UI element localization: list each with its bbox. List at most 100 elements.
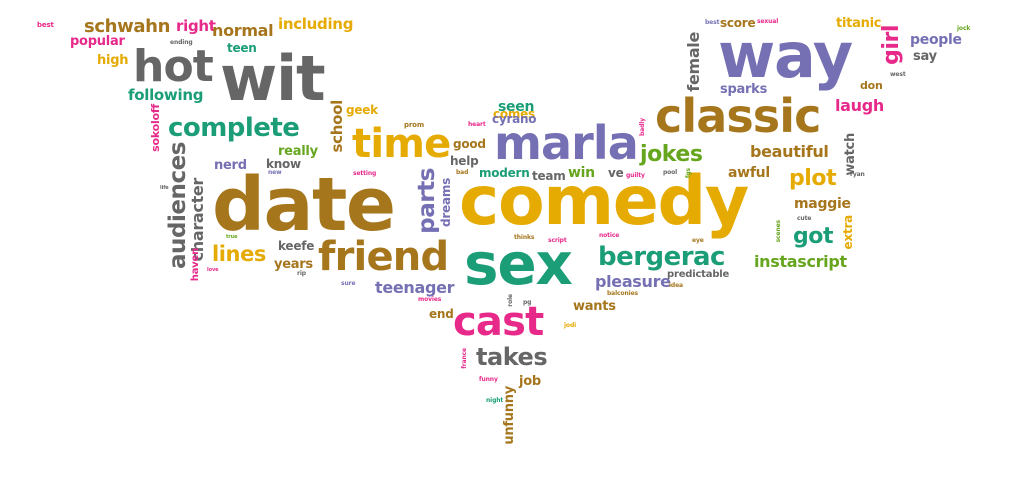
word-hot: hot — [133, 41, 214, 92]
word-parts: parts — [414, 168, 440, 234]
word-bad: bad — [456, 169, 469, 176]
word-sex: sex — [464, 230, 573, 298]
word-marla: marla — [494, 116, 639, 170]
word-comes: comes — [493, 107, 535, 121]
word-right: right — [176, 17, 216, 35]
word-modern: modern — [479, 166, 530, 180]
word-sparks: sparks — [720, 82, 768, 97]
word-job: job — [519, 374, 541, 389]
word-seen: seen — [498, 99, 535, 115]
word-following: following — [128, 86, 204, 104]
word-idea: idea — [669, 282, 683, 289]
word-girl: girl — [879, 25, 904, 65]
word-know: know — [266, 157, 301, 171]
word-new: new — [268, 169, 282, 176]
word-thinks: thinks — [514, 234, 535, 241]
word-best: best — [37, 21, 54, 29]
word-jock: jock — [957, 25, 971, 32]
word-date: date — [212, 162, 396, 248]
word-script: script — [548, 237, 567, 244]
word-life: life — [160, 185, 169, 191]
word-jodi: jodi — [564, 322, 577, 329]
word-say: say — [913, 49, 937, 64]
word-including: including — [278, 15, 354, 33]
word-love: love — [207, 267, 219, 273]
word-team: team — [532, 169, 566, 183]
word-west: west — [890, 71, 906, 78]
word-comedy: comedy — [459, 162, 749, 241]
word-watch: watch — [843, 133, 858, 176]
word-cute: cute — [797, 215, 812, 222]
word-by: best — [705, 19, 720, 26]
word-plot: plot — [789, 166, 837, 191]
word-geek: geek — [346, 103, 378, 117]
word-lines: lines — [212, 242, 266, 266]
word-rip: rip — [297, 270, 306, 277]
word-complete: complete — [168, 113, 300, 143]
word-nerd: nerd — [214, 158, 247, 173]
word-guilty: guilty — [626, 172, 645, 179]
word-female: female — [684, 32, 703, 92]
word-heart: heart — [468, 121, 486, 128]
word-maggie: maggie — [794, 196, 851, 212]
word-movies: movies — [418, 296, 442, 303]
word-wants: wants — [573, 299, 616, 314]
word-ve: ve — [608, 166, 624, 180]
word-unfunny: unfunny — [502, 386, 517, 445]
word-notice: notice — [599, 232, 620, 239]
word-good: good — [453, 137, 486, 151]
word-sexual: sexual — [757, 18, 779, 25]
word-sure: sure — [341, 280, 356, 287]
word-don: don — [860, 79, 883, 92]
word-years: years — [274, 257, 313, 272]
word-takes: takes — [476, 343, 548, 371]
word-popular: popular — [70, 34, 125, 49]
word-teen: teen — [227, 41, 257, 55]
word-audiences: audiences — [165, 142, 191, 269]
word-wit: wit — [220, 42, 326, 115]
word-sokoloff: sokoloff — [149, 104, 162, 152]
word-win: win — [568, 165, 595, 181]
word-pool: pool — [663, 169, 678, 176]
word-cast: cast — [453, 299, 544, 345]
word-extra: extra — [841, 215, 855, 250]
word-time: time — [352, 121, 451, 167]
word-badly: badly — [639, 118, 646, 137]
word-balconies: balconies — [607, 290, 638, 297]
word-beautiful: beautiful — [750, 142, 829, 161]
word-funny: funny — [479, 376, 498, 383]
word-true: true — [226, 234, 238, 240]
word-help: help — [450, 154, 479, 168]
word-normal: normal — [212, 21, 274, 40]
word-fgs: fgs — [685, 168, 692, 179]
word-schwahn: schwahn — [84, 16, 171, 37]
word-titanic: titanic — [836, 16, 882, 31]
word-laugh: laugh — [835, 96, 884, 115]
word-setting: setting — [353, 170, 377, 177]
word-way: way — [718, 19, 853, 92]
word-pg: pg — [523, 299, 532, 306]
word-got: got — [793, 224, 834, 249]
word-school: school — [328, 100, 346, 153]
word-scenes: scenes — [775, 220, 782, 243]
word-france: france — [461, 348, 468, 369]
word-friend: friend — [318, 234, 449, 280]
word-jokes: jokes — [640, 142, 703, 167]
word-pleasure: pleasure — [595, 272, 671, 291]
word-night: night — [486, 397, 504, 404]
word-predictable: predictable — [667, 269, 730, 280]
word-dreams: dreams — [439, 178, 453, 227]
word-end: end — [429, 307, 454, 321]
word-ryan: ryan — [850, 171, 865, 178]
word-teenager: teenager — [375, 278, 455, 297]
word-haven: haven — [190, 248, 201, 282]
word-awful: awful — [728, 165, 770, 181]
word-really: really — [278, 144, 318, 159]
word-prom: prom — [404, 121, 425, 129]
word-keefe: keefe — [278, 239, 315, 253]
word-score: score — [720, 16, 756, 30]
word-eye: eye — [692, 237, 704, 244]
word-ending: ending — [170, 39, 193, 46]
word-instascript: instascript — [754, 252, 847, 271]
